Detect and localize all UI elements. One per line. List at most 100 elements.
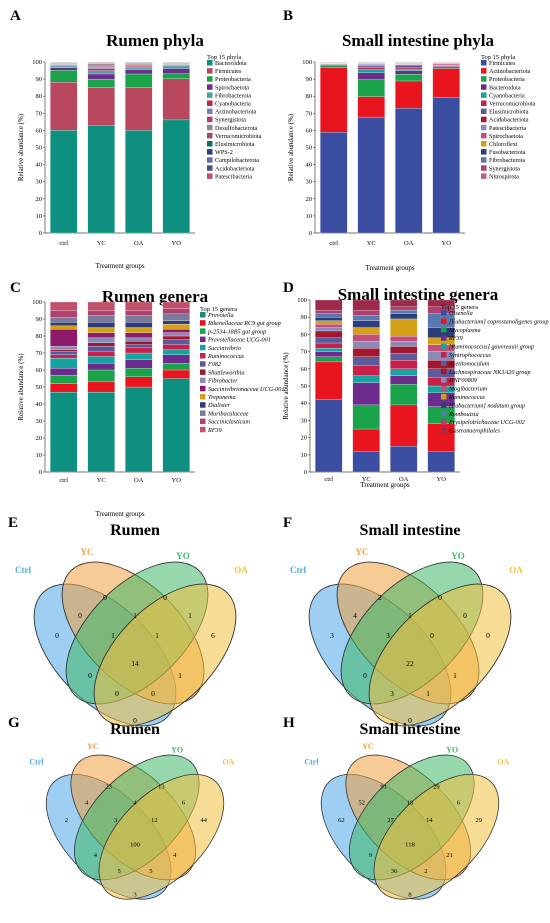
bar-segment-yc-14 (352, 299, 380, 311)
venn-count-ctrl-yc-oa: 0 (151, 689, 155, 698)
venn-count-all: 22 (406, 659, 414, 668)
bar-segment-oa-4 (125, 352, 153, 360)
x-axis-label: Treatment groups (365, 264, 415, 272)
legend-label: Shuttleworthia (208, 369, 244, 376)
venn-set-oa (373, 774, 500, 900)
bar-segment-yc-10 (87, 327, 115, 333)
venn-count-ctrl-yc-oa: 2 (424, 868, 427, 875)
bar-segment-yo-0 (427, 451, 455, 473)
bar-segment-yo-14 (427, 299, 455, 308)
legend-label: Erysipelotrichaceae UCG-002 (448, 419, 525, 426)
bar-segment-yc-0 (87, 391, 115, 473)
venn-count-oa: 29 (475, 817, 482, 824)
bar-segment-ctrl-2 (50, 374, 78, 384)
legend-label: [Eubacterium] coprostanoligenes group (449, 318, 549, 325)
venn-count-ctrl-yc: 52 (358, 799, 365, 806)
legend-swatch (207, 68, 213, 74)
bar-segment-oa-6 (125, 344, 153, 349)
y-tick-label: 80 (36, 93, 43, 100)
legend-swatch (207, 149, 213, 155)
venn-count-yc-oa: 4 (173, 852, 177, 859)
venn-count-ctrl-yc: 4 (85, 799, 89, 806)
legend-swatch (481, 108, 487, 115)
x-tick-label: ctrl (59, 477, 68, 484)
legend-label: Proteobacteria (215, 76, 251, 83)
bar-segment-yc-3 (87, 73, 115, 80)
legend-swatch (481, 92, 487, 98)
bar-segment-oa-1 (125, 376, 153, 388)
bar-segment-yc-8 (87, 65, 115, 67)
legend-swatch (200, 336, 206, 343)
legend-label: Bacteroidota (215, 60, 247, 67)
legend-swatch (200, 320, 206, 326)
venn-count-yc-yo-oa: 0 (430, 631, 434, 640)
bar-segment-oa-0 (390, 446, 418, 473)
bar-segment-oa-9 (390, 335, 418, 342)
x-tick-label: OA (134, 477, 144, 484)
bar-segment-ctrl-14 (315, 299, 343, 311)
y-tick-label: 100 (32, 59, 42, 66)
venn-set-label: YC (362, 742, 374, 751)
bar-segment-oa-5 (395, 67, 423, 70)
bar-segment-oa-4 (390, 368, 418, 376)
bar-segment-yo-13 (162, 308, 190, 315)
venn-set-label: YO (171, 745, 183, 754)
y-tick-label: 20 (301, 435, 308, 442)
legend-label: Rikenellaceae RC9 gut group (207, 320, 281, 327)
venn-set-label: YO (451, 551, 465, 561)
venn-count-yc-yo: 4 (133, 799, 137, 806)
bar-segment-ctrl-2 (315, 356, 343, 363)
bar-segment-yo-2 (162, 73, 190, 79)
x-axis-label: Treatment groups (95, 262, 145, 270)
legend-title: Top 15 genera (441, 304, 478, 311)
bar-segment-ctrl-12 (50, 317, 78, 323)
legend-label: Verrucomicrobiota (215, 133, 262, 140)
bar-segment-ctrl-5 (50, 64, 78, 67)
legend-swatch (207, 157, 213, 163)
legend-swatch (481, 165, 487, 171)
y-tick-label: 10 (301, 452, 308, 459)
bar-segment-yo-6 (162, 339, 190, 345)
venn-title: Rumen (110, 522, 160, 539)
venn-panel-e: E Rumen Ctrl YC YO OA 0 0 0 6 0 1 1 0 1 0 1 1 0 0 14 (8, 515, 248, 727)
legend-label: Treponema (208, 394, 236, 401)
venn-count-oa: 6 (211, 631, 215, 640)
bar-segment-yo-1 (432, 68, 460, 98)
legend-label: Ruminococcus (448, 394, 486, 401)
panel-letter: C (10, 280, 21, 296)
x-tick-label: YO (437, 476, 447, 483)
legend-swatch (441, 377, 447, 383)
legend-swatch (481, 60, 487, 66)
y-tick-label: 50 (36, 145, 43, 152)
legend-swatch (207, 132, 213, 139)
legend-swatch (481, 149, 487, 155)
bar-segment-ctrl-0 (320, 132, 348, 234)
bar-segment-oa-3 (390, 375, 418, 385)
legend: Top 15 phylaFirmicutesActinobacteriotaPr… (481, 54, 536, 180)
bar-segment-yo-8 (162, 332, 190, 337)
legend-label: [Eubacterium] nodatum group (449, 402, 525, 409)
venn-count-yc-yo: 18 (407, 799, 414, 806)
legend-label: Actinobacteriota (215, 109, 256, 116)
legend-label: Spirochaetota (489, 133, 523, 140)
legend-label: Prevotella (207, 312, 234, 319)
venn-set-label: YC (356, 547, 369, 557)
y-tick-label: 50 (306, 145, 313, 152)
legend-label: Acidobacteriota (215, 165, 255, 172)
bar-segment-oa-11 (390, 313, 418, 320)
venn-count-yc-yo-oa: 12 (151, 817, 158, 824)
venn-count-yc: 91 (380, 783, 387, 790)
bar-segment-ctrl-1 (50, 82, 78, 131)
bar-segment-ctrl-4 (50, 65, 78, 68)
y-tick-label: 50 (36, 384, 43, 391)
y-tick-label: 80 (36, 333, 43, 340)
bar-segment-yc-6 (87, 346, 115, 352)
bar-segment-oa-0 (395, 108, 423, 234)
y-tick-label: 0 (39, 469, 42, 476)
y-tick-label: 40 (36, 162, 43, 169)
bar-segment-ctrl-4 (50, 357, 78, 369)
y-tick-label: 10 (306, 213, 313, 220)
venn-set-label: YC (81, 547, 94, 557)
